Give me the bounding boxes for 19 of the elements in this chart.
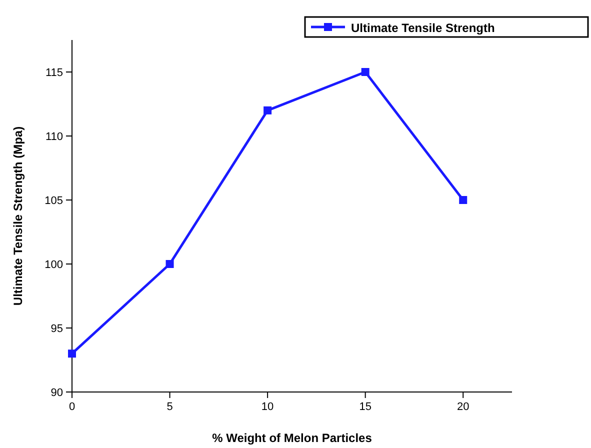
point <box>264 106 272 114</box>
y-tick-label: 100 <box>44 259 63 271</box>
point <box>166 260 174 268</box>
x-tick-label: 15 <box>359 401 372 413</box>
point <box>361 68 370 76</box>
y-tick-label: 90 <box>50 387 63 399</box>
x-axis-title: % Weight of Melon Particles <box>212 431 372 445</box>
y-tick-label: 95 <box>50 323 63 335</box>
x-tick-label: 20 <box>456 401 470 413</box>
point <box>68 350 76 358</box>
x-tick-label: 0 <box>68 401 76 413</box>
legend-label: Ultimate Tensile Strength <box>351 21 495 35</box>
point <box>459 196 468 204</box>
y-tick-label: 115 <box>45 67 63 79</box>
x-tick-label: 10 <box>261 401 274 413</box>
y-axis-title: Ultimate Tensile Strength (Mpa) <box>11 126 25 306</box>
y-tick-label: 105 <box>44 195 63 207</box>
x-tick-label: 5 <box>166 401 173 413</box>
y-tick-label: 110 <box>45 131 63 143</box>
